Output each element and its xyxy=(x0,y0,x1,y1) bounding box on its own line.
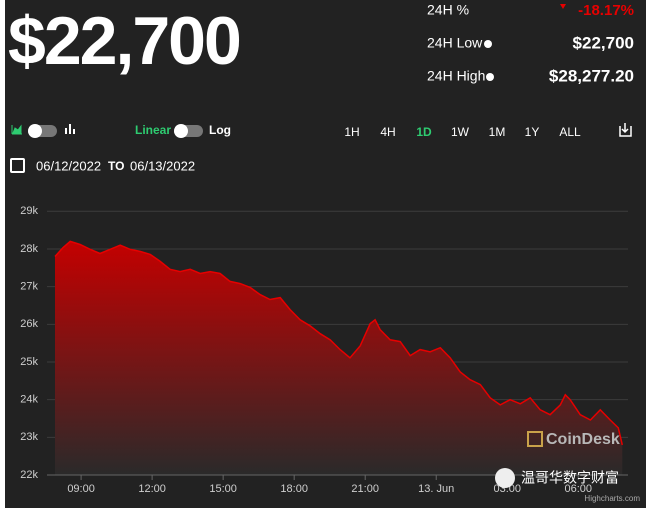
range-button[interactable]: 1H xyxy=(344,125,359,139)
y-tick-label: 28k xyxy=(20,243,38,255)
range-button[interactable]: 1W xyxy=(451,125,470,139)
down-arrow xyxy=(560,4,566,9)
range-button[interactable]: 1D xyxy=(416,125,432,139)
y-tick-label: 25k xyxy=(20,356,38,368)
range-buttons: 1H 4H 1D 1W 1M 1Y ALL xyxy=(344,125,581,139)
y-tick-label: 23k xyxy=(20,431,38,443)
area-icon[interactable] xyxy=(11,124,22,135)
x-tick-label: 15:00 xyxy=(209,483,237,495)
y-tick-label: 29k xyxy=(20,205,38,217)
toggle-knob xyxy=(28,124,42,138)
bar-icon[interactable] xyxy=(65,124,75,134)
date-separator: TO xyxy=(108,159,124,173)
x-tick-label: 18:00 xyxy=(280,483,308,495)
download-icon[interactable] xyxy=(619,123,632,137)
x-tick-label: 09:00 xyxy=(67,483,95,495)
low-label: 24H Low xyxy=(427,35,483,51)
low: $22,700 xyxy=(573,33,634,52)
x-tick-label: 12:00 xyxy=(138,483,166,495)
plot: 22k 23k 24k 25k 26k 27k 28k 29k 09:00 12:00 15:00 1… xyxy=(20,205,628,495)
change: -18.17% xyxy=(578,2,634,19)
y-tick-label: 26k xyxy=(20,318,38,330)
x-tick-label: 06:00 xyxy=(565,483,593,495)
range-button[interactable]: 1Y xyxy=(525,125,540,139)
calendar-icon[interactable] xyxy=(10,158,25,173)
y-tick-label: 22k xyxy=(20,469,38,481)
channel-watermark: 温哥华数字财富 xyxy=(521,470,619,486)
high-label: 24H High xyxy=(427,68,485,84)
brand-logo xyxy=(527,431,543,447)
date-from[interactable]: 06/12/2022 xyxy=(36,158,101,173)
credit: Highcharts.com xyxy=(584,494,640,503)
toggle-knob xyxy=(174,124,188,138)
y-tick-label: 27k xyxy=(20,281,38,293)
y-tick-label: 24k xyxy=(20,394,38,406)
price-line xyxy=(54,240,624,446)
change-label: 24H % xyxy=(427,2,469,18)
channel-icon xyxy=(495,468,515,488)
info-icon[interactable] xyxy=(484,40,492,48)
x-tick-label: 13. Jun xyxy=(418,483,454,495)
linear-option[interactable]: Linear xyxy=(135,123,171,137)
range-button[interactable]: 4H xyxy=(380,125,395,139)
high: $28,277.20 xyxy=(549,66,634,85)
log-option[interactable]: Log xyxy=(209,123,231,137)
x-tick-label: 21:00 xyxy=(351,483,379,495)
price-area xyxy=(55,241,623,475)
range-button[interactable]: 1M xyxy=(489,125,506,139)
info-icon[interactable] xyxy=(486,73,494,81)
brand-watermark: CoinDesk xyxy=(546,431,620,448)
range-button[interactable]: ALL xyxy=(559,125,581,139)
date-to[interactable]: 06/13/2022 xyxy=(130,158,195,173)
price: $22,700 xyxy=(8,3,240,79)
